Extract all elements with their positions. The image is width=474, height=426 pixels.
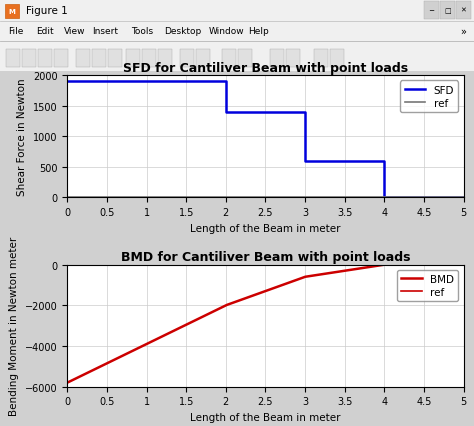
Text: Insert: Insert — [92, 27, 118, 36]
Text: M: M — [9, 9, 16, 15]
Bar — [6, 50, 20, 68]
SFD — [64, 80, 70, 85]
BMD — [64, 380, 70, 385]
Bar — [5, 5, 19, 19]
Title: SFD for Cantiliver Beam with point loads: SFD for Cantiliver Beam with point loads — [123, 62, 408, 75]
Text: Tools: Tools — [131, 27, 153, 36]
SFD — [382, 159, 387, 164]
Bar — [238, 50, 252, 68]
Bar — [108, 50, 122, 68]
Bar — [22, 50, 36, 68]
Y-axis label: Shear Force in Newton: Shear Force in Newton — [18, 78, 27, 196]
Bar — [196, 50, 210, 68]
Bar — [286, 50, 300, 68]
Text: □: □ — [444, 8, 451, 14]
Bar — [0, 22, 474, 42]
Bar — [424, 2, 439, 20]
BMD — [382, 262, 387, 268]
SFD — [382, 196, 387, 201]
Line: BMD: BMD — [67, 265, 464, 383]
Bar — [440, 2, 455, 20]
BMD — [374, 264, 379, 269]
Text: File: File — [8, 27, 23, 36]
Bar — [330, 50, 344, 68]
Bar — [54, 50, 68, 68]
Text: ✕: ✕ — [461, 8, 466, 14]
X-axis label: Length of the Beam in meter: Length of the Beam in meter — [190, 412, 341, 422]
SFD — [223, 80, 228, 85]
Text: »: » — [460, 27, 466, 37]
ref — [64, 196, 70, 201]
Text: Window: Window — [209, 27, 245, 36]
BMD — [337, 269, 342, 274]
Text: Help: Help — [248, 27, 269, 36]
ref — [144, 262, 149, 268]
BMD — [225, 302, 230, 308]
Bar — [270, 50, 284, 68]
ref — [64, 262, 70, 268]
Bar — [180, 50, 194, 68]
Text: View: View — [64, 27, 85, 36]
Legend: SFD, ref: SFD, ref — [401, 81, 458, 112]
Bar — [314, 50, 328, 68]
Legend: BMD, ref: BMD, ref — [397, 270, 458, 302]
BMD — [239, 297, 245, 302]
Bar — [76, 50, 90, 68]
Text: Figure 1: Figure 1 — [26, 6, 68, 16]
BMD — [105, 360, 110, 366]
Bar — [126, 50, 140, 68]
Text: Edit: Edit — [36, 27, 54, 36]
Line: SFD: SFD — [67, 82, 464, 198]
Bar — [142, 50, 156, 68]
Bar — [0, 0, 474, 22]
BMD — [381, 262, 386, 268]
Y-axis label: Bending Moment in Newton meter: Bending Moment in Newton meter — [9, 236, 19, 415]
Text: Desktop: Desktop — [164, 27, 202, 36]
Bar — [38, 50, 52, 68]
Bar — [0, 42, 474, 72]
Bar — [92, 50, 106, 68]
Text: ─: ─ — [429, 8, 434, 14]
SFD — [223, 110, 228, 115]
ref — [144, 196, 149, 201]
Title: BMD for Cantiliver Beam with point loads: BMD for Cantiliver Beam with point loads — [121, 251, 410, 264]
SFD — [302, 159, 308, 164]
Bar — [456, 2, 471, 20]
SFD — [461, 196, 466, 201]
Bar — [222, 50, 236, 68]
SFD — [302, 110, 308, 115]
BMD — [461, 262, 466, 268]
X-axis label: Length of the Beam in meter: Length of the Beam in meter — [190, 223, 341, 233]
Bar — [158, 50, 172, 68]
